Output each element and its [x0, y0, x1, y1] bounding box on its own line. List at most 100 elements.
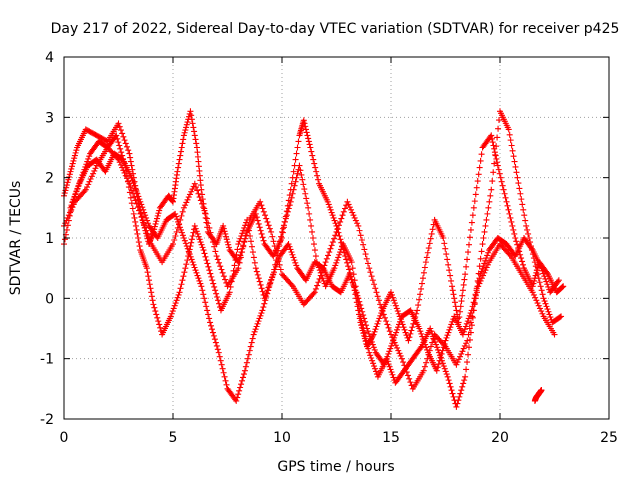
- data-point: [247, 238, 254, 245]
- data-point: [375, 297, 382, 304]
- data-point: [286, 202, 293, 209]
- data-point: [142, 212, 149, 219]
- data-point: [420, 269, 427, 276]
- data-point: [278, 233, 285, 240]
- data-point: [133, 188, 140, 195]
- data-point: [220, 369, 227, 376]
- data-point: [184, 119, 191, 126]
- data-point: [317, 272, 324, 279]
- data-point: [380, 311, 387, 318]
- data-point: [146, 237, 153, 244]
- data-point: [180, 136, 187, 143]
- data-point: [517, 190, 524, 197]
- data-point: [496, 170, 503, 177]
- data-point: [211, 336, 218, 343]
- data-point: [156, 321, 163, 328]
- data-point: [424, 249, 431, 256]
- data-point: [115, 139, 122, 146]
- data-point: [364, 328, 371, 335]
- data-point: [377, 312, 384, 319]
- data-point: [539, 310, 546, 317]
- data-point: [258, 285, 265, 292]
- data-point: [474, 178, 481, 185]
- data-point: [534, 300, 541, 307]
- data-point: [543, 278, 550, 285]
- data-point: [257, 198, 264, 205]
- data-point: [373, 323, 380, 330]
- data-point: [128, 162, 135, 169]
- data-point: [188, 239, 195, 246]
- data-point: [261, 300, 268, 307]
- axis-ticks: 0 5 10 15 20 25 -2 -1 0 1 2 3 4: [40, 50, 618, 446]
- data-point: [516, 185, 523, 192]
- data-point: [459, 292, 466, 299]
- y-axis-label: SDTVAR / TECUs: [8, 181, 24, 296]
- data-point: [390, 336, 397, 343]
- data-point: [142, 224, 149, 231]
- data-point: [221, 373, 228, 380]
- data-point: [122, 140, 129, 147]
- data-point: [536, 305, 543, 312]
- data-point: [459, 287, 466, 294]
- data-point: [191, 180, 198, 187]
- data-point: [514, 241, 521, 248]
- data-point: [87, 176, 94, 183]
- data-point: [513, 238, 520, 245]
- data-point: [179, 277, 186, 284]
- data-point: [268, 228, 275, 235]
- data-point: [368, 338, 375, 345]
- data-point: [248, 243, 255, 250]
- data-point: [436, 357, 443, 364]
- data-point: [538, 308, 545, 315]
- data-point: [419, 275, 426, 282]
- data-point: [177, 148, 184, 155]
- data-point: [494, 162, 501, 169]
- data-point: [245, 222, 252, 229]
- data-point: [421, 264, 428, 271]
- data-point: [407, 330, 414, 337]
- data-point: [253, 214, 260, 221]
- data-point: [197, 197, 204, 204]
- data-point: [459, 348, 466, 355]
- data-point: [455, 356, 462, 363]
- data-point: [117, 161, 124, 168]
- data-point: [405, 337, 412, 344]
- data-point: [145, 273, 152, 280]
- data-point: [508, 142, 515, 149]
- data-point: [497, 174, 504, 181]
- data-point: [192, 267, 199, 274]
- data-point: [254, 217, 261, 224]
- data-point: [466, 325, 473, 332]
- data-point: [170, 241, 176, 248]
- data-point: [462, 271, 469, 278]
- data-point: [455, 397, 462, 404]
- data-point: [452, 303, 459, 310]
- data-point: [473, 184, 480, 191]
- data-point: [182, 202, 189, 209]
- data-point: [273, 261, 280, 268]
- data-point: [255, 275, 262, 282]
- data-point: [519, 201, 526, 208]
- data-point: [300, 117, 307, 124]
- data-point: [406, 375, 413, 382]
- data-point: [310, 156, 317, 163]
- data-point: [364, 341, 371, 348]
- data-point: [204, 307, 211, 314]
- data-point: [500, 186, 507, 193]
- data-point: [126, 150, 133, 157]
- data-point: [417, 344, 424, 351]
- data-point: [442, 337, 449, 344]
- data-point: [440, 235, 447, 241]
- data-point: [209, 277, 216, 284]
- data-point: [389, 334, 396, 341]
- data-point: [469, 313, 476, 320]
- data-point: [448, 387, 455, 394]
- data-point: [74, 186, 81, 193]
- data-point: [69, 160, 76, 167]
- data-point: [468, 219, 475, 226]
- data-point: [503, 198, 510, 205]
- data-point: [209, 329, 216, 336]
- data-point: [402, 365, 409, 372]
- data-point: [332, 232, 339, 239]
- data-point: [484, 210, 491, 217]
